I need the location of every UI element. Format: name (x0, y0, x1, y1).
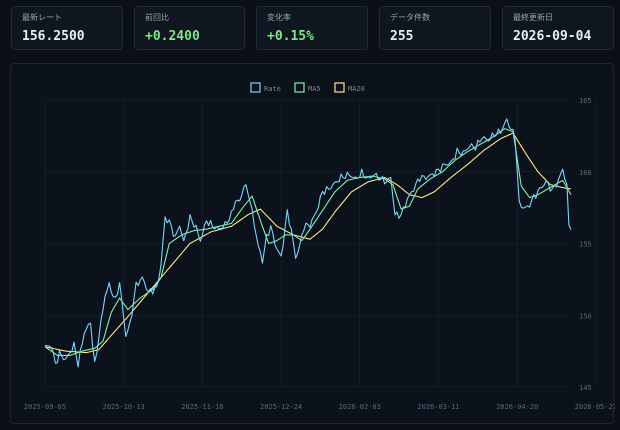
x-tick-label: 2026-05-27 (575, 403, 615, 411)
series-line-rate (44, 118, 572, 368)
legend-label-ma20: MA20 (348, 85, 365, 93)
stat-value: 2026-09-04 (513, 29, 592, 44)
x-tick-label: 2026-04-20 (496, 403, 538, 411)
chart-panel: Rate MA5 MA20 145 150 155 160 165 2025-09-05… (10, 63, 615, 425)
y-tick-label: 160 (579, 169, 592, 177)
legend-label-rate: Rate (264, 85, 281, 93)
rate-chart[interactable]: Rate MA5 MA20 145 150 155 160 165 2025-09-05… (11, 64, 615, 425)
stat-value: 156.2500 (22, 29, 85, 44)
x-tick-label: 2025-11-18 (181, 403, 223, 411)
chart-grid (44, 99, 597, 388)
stat-label: 前回比 (145, 13, 169, 22)
stat-card-data-count: データ件数 255 (379, 6, 491, 50)
stat-card-change-rate: 変化率 +0.15% (256, 6, 368, 50)
x-tick-label: 2025-12-24 (260, 403, 302, 411)
stat-value: +0.15% (267, 29, 314, 44)
stat-card-last-updated: 最終更新日 2026-09-04 (502, 6, 614, 50)
x-tick-label: 2025-09-05 (24, 403, 66, 411)
chart-legend: Rate MA5 MA20 (250, 82, 365, 93)
y-tick-label: 165 (579, 97, 592, 105)
stat-card-latest-rate: 最新レート 156.2500 (11, 6, 123, 50)
y-tick-label: 150 (579, 312, 592, 320)
stat-label: データ件数 (390, 13, 430, 22)
x-tick-label: 2026-03-11 (417, 403, 459, 411)
stat-value: 255 (390, 29, 414, 44)
legend-swatch-ma20 (334, 82, 345, 93)
legend-swatch-rate (250, 82, 261, 93)
stat-label: 最終更新日 (513, 13, 553, 22)
y-tick-label: 145 (579, 384, 592, 392)
x-axis-ticks: 2025-09-05 2025-10-13 2025-11-18 2025-12-24… (24, 403, 615, 411)
stat-card-change: 前回比 +0.2400 (134, 6, 245, 50)
chart-series (44, 118, 572, 368)
y-tick-label: 155 (579, 241, 592, 249)
stat-label: 変化率 (267, 13, 291, 22)
x-tick-label: 2025-10-13 (103, 403, 145, 411)
y-axis-ticks: 145 150 155 160 165 (579, 97, 592, 392)
x-tick-label: 2026-02-03 (339, 403, 381, 411)
stat-value: +0.2400 (145, 29, 200, 44)
legend-swatch-ma5 (294, 82, 305, 93)
stat-label: 最新レート (22, 13, 62, 22)
legend-label-ma5: MA5 (308, 85, 321, 93)
